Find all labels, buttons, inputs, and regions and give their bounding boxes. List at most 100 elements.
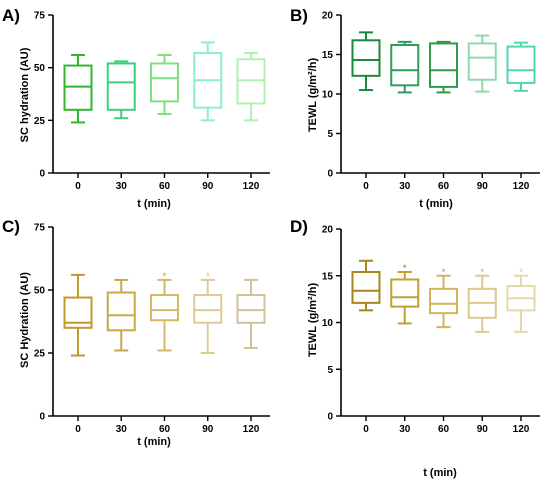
panel-b: B) TEWL (g/m²/h) t (min) 0 5 10 15 20 0 30 60 90… bbox=[290, 6, 540, 210]
x-tick-label-a: 30 bbox=[116, 181, 128, 192]
x-axis-label-b: t (min) bbox=[419, 198, 453, 210]
x-tick-label-d: 90 bbox=[477, 424, 489, 435]
box-iqr bbox=[429, 287, 458, 315]
box-iqr bbox=[106, 291, 136, 332]
x-tick-label-a: 120 bbox=[243, 181, 260, 192]
y-axis-label-d: TEWL (g/m²/h) bbox=[307, 282, 319, 357]
box-iqr bbox=[150, 62, 179, 103]
box-c-60: * bbox=[150, 271, 179, 352]
box-b-90 bbox=[467, 34, 497, 93]
box-d-90: * bbox=[467, 267, 497, 333]
box-iqr bbox=[467, 42, 497, 81]
x-tick-label-d: 120 bbox=[513, 424, 530, 435]
box-b-0 bbox=[351, 31, 381, 92]
panel-c: C) SC Hydration (AU) t (min) 0 25 50 75 0 30 6… bbox=[2, 217, 270, 448]
box-iqr bbox=[390, 278, 420, 308]
y-tick-label-b: 20 bbox=[322, 11, 334, 22]
y-tick-label-b: 5 bbox=[327, 129, 333, 140]
x-tick-label-d: 60 bbox=[438, 424, 450, 435]
box-a-60 bbox=[150, 54, 179, 116]
x-tick-label-a: 60 bbox=[159, 181, 171, 192]
y-tick-label-d: 0 bbox=[327, 412, 333, 423]
box-iqr bbox=[236, 294, 266, 324]
box-iqr bbox=[106, 62, 136, 111]
x-tick-label-b: 60 bbox=[438, 181, 450, 192]
box-iqr bbox=[63, 64, 93, 111]
x-tick-label-c: 0 bbox=[75, 424, 81, 435]
panel-a: A) SC hydration (AU) t (min) 0 25 50 75 0 30 6… bbox=[2, 6, 270, 210]
box-iqr bbox=[429, 42, 458, 88]
x-tick-label-a: 90 bbox=[202, 181, 214, 192]
x-tick-label-c: 30 bbox=[116, 424, 128, 435]
panel-d: D) TEWL (g/m²/h) t (min) 0 5 10 15 20 0 30 60 90… bbox=[290, 217, 540, 479]
significance-marker: * bbox=[519, 267, 523, 277]
y-tick-label-b: 15 bbox=[322, 50, 334, 61]
y-tick-label-a: 50 bbox=[34, 63, 46, 74]
x-tick-label-d: 0 bbox=[363, 424, 369, 435]
y-axis-label-b: TEWL (g/m²/h) bbox=[307, 57, 319, 132]
y-tick-label-a: 75 bbox=[34, 11, 46, 22]
x-tick-label-b: 120 bbox=[513, 181, 530, 192]
panel-letter-d: D) bbox=[290, 217, 308, 236]
y-tick-label-d: 20 bbox=[322, 225, 334, 236]
y-tick-label-c: 25 bbox=[34, 349, 46, 360]
plot-area-a: 0 25 50 75 0 30 60 90 120 bbox=[34, 11, 270, 192]
significance-marker: * bbox=[206, 271, 210, 281]
y-tick-label-d: 5 bbox=[327, 365, 333, 376]
box-iqr bbox=[506, 45, 536, 84]
box-b-120 bbox=[506, 41, 536, 92]
box-c-90: * bbox=[193, 271, 223, 354]
y-axis-label-a: SC hydration (AU) bbox=[19, 47, 31, 142]
box-iqr bbox=[150, 294, 179, 322]
x-tick-label-d: 30 bbox=[399, 424, 411, 435]
x-tick-label-c: 90 bbox=[202, 424, 214, 435]
box-d-30: * bbox=[390, 263, 420, 325]
x-axis-label-d: t (min) bbox=[423, 467, 457, 479]
x-axis-label-a: t (min) bbox=[137, 198, 171, 210]
box-b-60 bbox=[429, 40, 458, 94]
x-axis-label-c: t (min) bbox=[137, 436, 171, 448]
y-tick-label-c: 75 bbox=[34, 223, 46, 234]
y-axis-label-c: SC Hydration (AU) bbox=[19, 272, 31, 368]
panel-letter-b: B) bbox=[290, 6, 308, 25]
box-iqr bbox=[351, 271, 381, 304]
box-iqr bbox=[193, 294, 223, 324]
significance-marker: * bbox=[442, 267, 446, 277]
box-d-0 bbox=[351, 259, 381, 312]
box-d-120: * bbox=[506, 267, 536, 333]
y-tick-label-d: 15 bbox=[322, 271, 334, 282]
significance-marker: * bbox=[403, 263, 407, 273]
x-tick-label-c: 60 bbox=[159, 424, 171, 435]
box-a-0 bbox=[63, 54, 93, 124]
box-iqr bbox=[351, 39, 381, 77]
plot-area-c: 0 25 50 75 0 30 60 90 120 * * bbox=[34, 223, 270, 435]
box-c-120 bbox=[236, 278, 266, 349]
box-d-60: * bbox=[429, 267, 458, 329]
box-iqr bbox=[63, 296, 93, 329]
panel-letter-c: C) bbox=[2, 217, 20, 236]
box-iqr bbox=[390, 44, 420, 87]
box-a-90 bbox=[193, 41, 223, 122]
box-b-30 bbox=[390, 40, 420, 94]
box-c-0 bbox=[63, 273, 93, 357]
plot-area-b: 0 5 10 15 20 0 30 60 90 120 bbox=[322, 11, 540, 192]
y-tick-label-c: 0 bbox=[39, 412, 45, 423]
y-tick-label-b: 0 bbox=[327, 169, 333, 180]
plot-area-d: 0 5 10 15 20 0 30 60 90 120 * * * * bbox=[322, 225, 540, 435]
y-tick-label-a: 25 bbox=[34, 116, 46, 127]
box-c-30 bbox=[106, 278, 136, 352]
x-tick-label-a: 0 bbox=[75, 181, 81, 192]
box-a-120 bbox=[236, 51, 266, 122]
y-tick-label-b: 10 bbox=[322, 90, 334, 101]
significance-marker: * bbox=[163, 271, 167, 281]
x-tick-label-b: 90 bbox=[477, 181, 489, 192]
box-iqr bbox=[236, 58, 266, 105]
panel-letter-a: A) bbox=[2, 6, 20, 25]
y-tick-label-d: 10 bbox=[322, 318, 334, 329]
x-tick-label-b: 0 bbox=[363, 181, 369, 192]
y-tick-label-c: 50 bbox=[34, 286, 46, 297]
box-a-30 bbox=[106, 60, 136, 120]
significance-marker: * bbox=[480, 267, 484, 277]
y-tick-label-a: 0 bbox=[39, 169, 45, 180]
